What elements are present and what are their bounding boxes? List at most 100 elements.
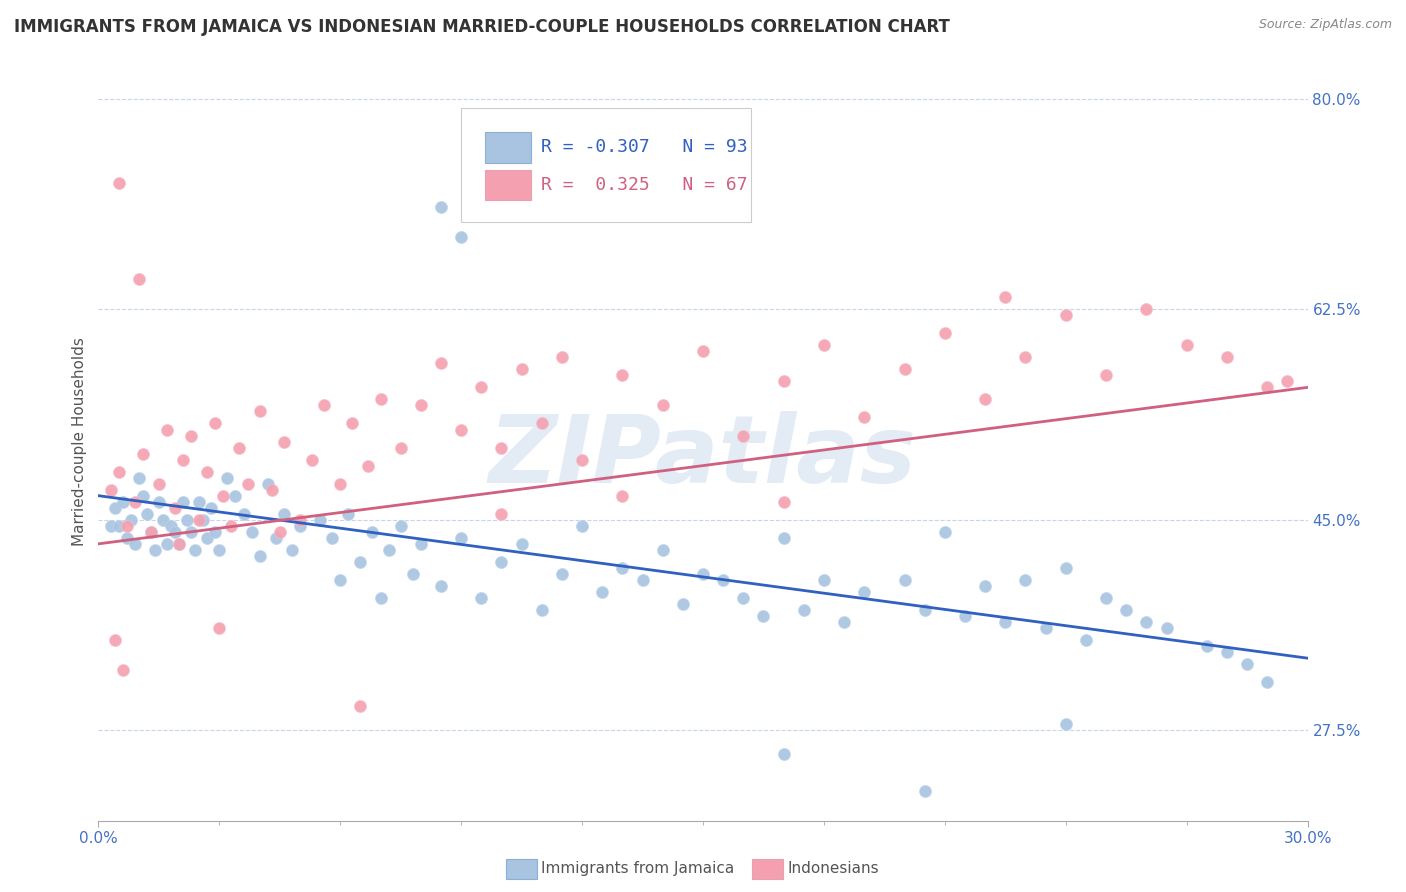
Point [120,513,142,527]
Point [329,476,352,491]
Point [1156,621,1178,635]
Point [450,531,472,545]
Point [430,579,453,593]
Point [212,489,235,503]
Point [148,494,170,508]
Point [204,417,226,431]
Point [491,555,513,569]
Point [1054,561,1077,575]
Point [793,603,815,617]
Point [974,392,997,407]
Point [135,507,157,521]
Point [571,518,593,533]
Point [893,362,915,376]
Point [208,542,231,557]
Point [107,465,129,479]
Point [551,566,574,581]
Point [103,633,125,648]
Point [281,542,304,557]
Point [934,326,956,341]
Point [232,507,254,521]
Point [115,531,138,545]
Point [180,428,202,442]
Point [260,483,283,497]
Point [167,537,190,551]
Point [389,441,412,455]
Point [612,561,634,575]
Point [571,452,593,467]
Point [430,356,453,370]
Point [692,344,714,359]
Bar [485,170,531,201]
Point [651,542,673,557]
Point [1256,380,1278,394]
Point [361,524,384,539]
Point [1074,633,1097,648]
Point [450,423,472,437]
Point [1256,675,1278,690]
Point [124,537,146,551]
Point [1216,645,1239,659]
Point [733,428,755,442]
Point [377,542,399,557]
Point [172,452,194,467]
Point [612,368,634,383]
Point [240,524,263,539]
Point [221,518,243,533]
FancyBboxPatch shape [461,108,751,221]
Point [156,423,179,437]
Point [256,476,278,491]
Point [591,585,613,599]
Text: R =  0.325   N = 67: R = 0.325 N = 67 [541,177,748,194]
Point [167,537,190,551]
Point [224,489,246,503]
Point [228,441,250,455]
Point [180,524,202,539]
Point [953,609,976,624]
Point [143,542,166,557]
Point [288,513,311,527]
Point [288,518,311,533]
Point [349,555,371,569]
Point [1175,338,1198,352]
Point [1216,351,1239,365]
Point [176,513,198,527]
Point [107,176,129,190]
Point [264,531,287,545]
Point [409,399,432,413]
Point [188,494,211,508]
Y-axis label: Married-couple Households: Married-couple Households [72,337,87,546]
Point [111,494,134,508]
Point [974,579,997,593]
Point [1014,351,1036,365]
Point [1054,308,1077,322]
Point [994,615,1017,629]
Point [184,542,207,557]
Point [124,494,146,508]
Text: Immigrants from Jamaica: Immigrants from Jamaica [541,862,734,876]
Point [100,483,122,497]
Point [430,200,453,214]
Point [200,500,222,515]
Point [103,500,125,515]
Point [893,573,915,587]
Point [309,513,332,527]
Point [148,476,170,491]
Point [249,549,271,563]
Point [510,537,533,551]
Point [772,531,794,545]
Point [551,351,574,365]
Point [1095,368,1118,383]
Point [370,591,392,605]
Point [204,524,226,539]
Point [530,417,553,431]
Point [156,537,179,551]
Point [152,513,174,527]
Point [100,518,122,533]
Point [832,615,855,629]
Point [357,458,380,473]
Text: Source: ZipAtlas.com: Source: ZipAtlas.com [1258,18,1392,31]
Point [914,603,936,617]
Point [132,446,155,460]
Point [470,380,492,394]
